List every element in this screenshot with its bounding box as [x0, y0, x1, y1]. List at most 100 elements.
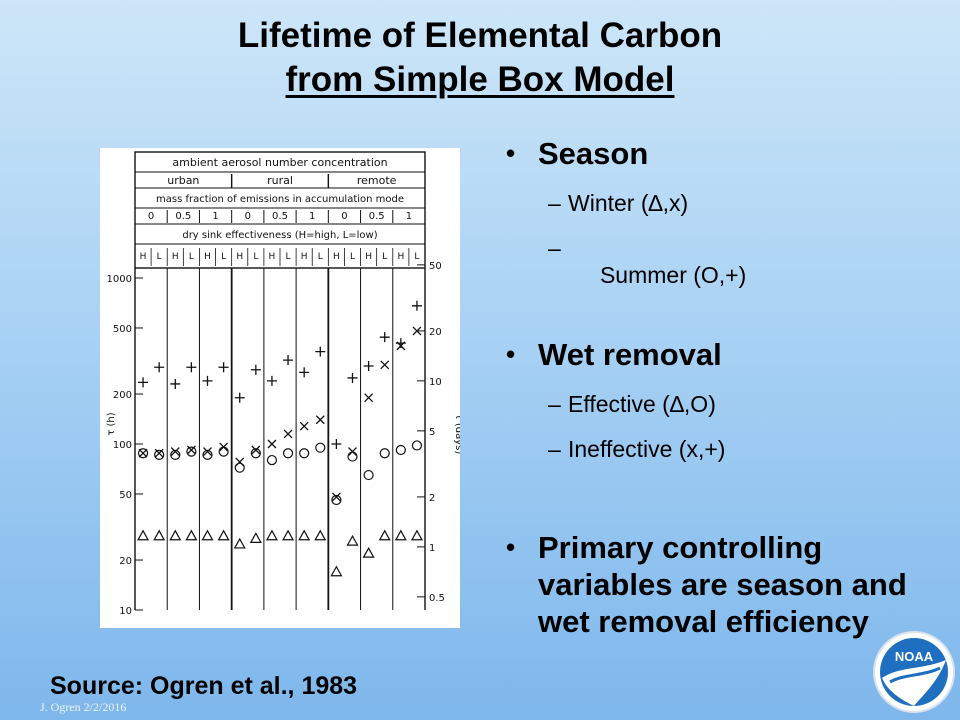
- right-tick-label: 5: [429, 427, 435, 438]
- hl-label: H: [365, 252, 372, 262]
- hl-label: H: [172, 252, 179, 262]
- hl-label: L: [318, 252, 323, 262]
- x-marker: [138, 448, 148, 458]
- triangle-marker: [137, 529, 150, 541]
- plus-marker: [299, 367, 310, 378]
- sub-bullet-effective: – Effective (∆,O): [548, 391, 716, 417]
- hl-label: L: [414, 252, 419, 262]
- triangle-marker: [314, 529, 327, 541]
- right-axis-label: τ (days): [453, 414, 460, 455]
- hl-label: H: [333, 252, 340, 262]
- circle-marker: [266, 454, 278, 466]
- hl-label: H: [397, 252, 404, 262]
- plus-marker: [347, 372, 358, 383]
- header-frame: [134, 151, 426, 269]
- sub-bullet-summer: – Summer (O,+): [548, 235, 747, 288]
- x-marker: [170, 447, 180, 457]
- right-tick-label: 50: [429, 261, 442, 272]
- plus-marker: [202, 375, 213, 386]
- region-label: rural: [267, 174, 293, 187]
- left-tick-label: 20: [119, 556, 132, 567]
- fraction-label: 1: [406, 211, 412, 222]
- plus-marker: [154, 362, 165, 373]
- noaa-logo-text: NOAA: [895, 649, 934, 664]
- x-marker: [251, 445, 261, 455]
- plus-marker: [315, 346, 326, 357]
- x-marker: [235, 457, 245, 467]
- right-tick-label: 0.5: [429, 593, 445, 604]
- hl-label: L: [221, 252, 226, 262]
- triangle-marker: [362, 546, 375, 558]
- plus-marker: [395, 338, 406, 349]
- triangle-marker: [330, 565, 343, 577]
- hl-label: H: [204, 252, 211, 262]
- fraction-label: 0: [245, 211, 251, 222]
- bullet-wet-removal: • Wet removal: [506, 337, 722, 372]
- bullet-season: • Season: [506, 136, 649, 171]
- circle-marker: [379, 448, 390, 459]
- triangle-marker: [378, 529, 391, 541]
- circle-marker: [154, 449, 165, 460]
- plus-marker: [411, 300, 422, 311]
- circle-marker: [282, 448, 294, 459]
- box-model-figure: ambient aerosol number concentration urba…: [100, 148, 460, 628]
- hl-label: H: [301, 252, 308, 262]
- region-label: urban: [167, 174, 199, 187]
- figure-svg: ambient aerosol number concentration urba…: [106, 151, 460, 617]
- x-marker: [203, 447, 212, 457]
- hl-label: L: [253, 252, 258, 262]
- circle-marker: [218, 446, 229, 457]
- circle-marker: [137, 448, 149, 459]
- right-tick-label: 1: [429, 543, 435, 554]
- source-citation: Source: Ogren et al., 1983: [50, 672, 358, 700]
- hl-label: H: [140, 252, 147, 262]
- fraction-label: 0: [148, 211, 154, 222]
- left-tick-label: 500: [113, 324, 132, 335]
- circle-marker: [331, 494, 342, 506]
- triangle-marker: [217, 529, 230, 541]
- header-dry-sink: dry sink effectiveness (H=high, L=low): [182, 230, 377, 241]
- left-tick-label: 1000: [107, 274, 132, 285]
- x-marker: [283, 429, 293, 439]
- fraction-label: 0: [341, 211, 347, 222]
- x-marker: [267, 439, 277, 449]
- x-marker: [219, 442, 229, 452]
- plus-marker: [138, 377, 149, 388]
- triangle-marker: [233, 537, 246, 549]
- footer-author-date: J. Ogren 2/2/2016: [40, 700, 127, 714]
- triangle-marker: [394, 529, 407, 541]
- circle-marker: [202, 449, 213, 460]
- bullet-primary-controlling: • Primary controlling variables are seaso…: [506, 530, 907, 639]
- plus-marker: [170, 378, 181, 389]
- region-label: remote: [357, 174, 397, 187]
- header-concentration: ambient aerosol number concentration: [172, 156, 387, 169]
- hl-label: L: [286, 252, 291, 262]
- left-tick-label: 200: [113, 390, 132, 401]
- left-tick-label: 100: [113, 440, 132, 451]
- title-line-2: from Simple Box Model: [285, 60, 675, 99]
- x-marker: [299, 421, 309, 431]
- hl-label: L: [382, 252, 387, 262]
- left-tick-label: 10: [119, 606, 132, 617]
- fraction-label: 0.5: [369, 211, 385, 222]
- right-tick-label: 10: [429, 377, 442, 388]
- sub-bullet-winter: – Winter (∆,x): [548, 190, 689, 216]
- header-mass-fraction: mass fraction of emissions in accumulati…: [156, 194, 404, 205]
- triangle-marker: [298, 529, 311, 541]
- fraction-label: 0.5: [175, 211, 191, 222]
- triangle-marker: [153, 529, 166, 541]
- hl-label: L: [157, 252, 162, 262]
- hl-label: H: [269, 252, 276, 262]
- plus-marker: [266, 375, 277, 386]
- x-marker: [380, 360, 390, 370]
- plus-marker: [379, 332, 390, 343]
- right-tick-label: 2: [429, 493, 435, 504]
- circle-marker: [250, 448, 261, 459]
- plus-marker: [331, 439, 342, 449]
- x-marker: [412, 326, 422, 336]
- circle-marker: [347, 451, 358, 462]
- circle-marker: [186, 446, 197, 457]
- x-marker: [154, 448, 164, 458]
- x-marker: [331, 492, 341, 502]
- plus-marker: [218, 362, 229, 373]
